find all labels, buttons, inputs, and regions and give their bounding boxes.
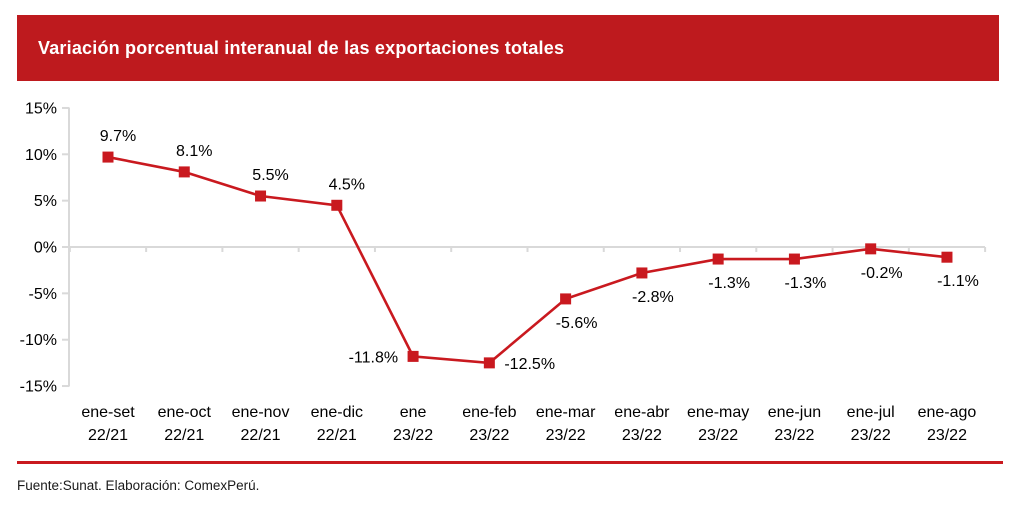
data-point-marker — [865, 243, 877, 255]
data-point-label: 5.5% — [252, 167, 288, 184]
y-axis-tick-label: 15% — [25, 100, 57, 117]
data-point-label: 9.7% — [100, 128, 136, 145]
x-axis-category-label: ene — [400, 404, 427, 421]
footer-divider — [17, 461, 1003, 464]
x-axis-category-label: ene-abr — [614, 404, 670, 421]
x-axis-category-label: ene-nov — [232, 404, 290, 421]
data-point-label: -12.5% — [504, 356, 555, 373]
x-axis-category-label: ene-feb — [462, 404, 516, 421]
x-axis-category-sublabel: 22/21 — [317, 427, 357, 444]
data-point-marker — [636, 267, 648, 279]
x-axis-category-label: ene-jul — [847, 404, 895, 421]
data-point-label: -11.8% — [349, 349, 399, 366]
x-axis-category-sublabel: 22/21 — [88, 427, 128, 444]
x-axis-category-label: ene-oct — [158, 404, 212, 421]
x-axis-category-sublabel: 22/21 — [241, 427, 281, 444]
x-axis-category-label: ene-ago — [918, 404, 977, 421]
data-point-label: -1.3% — [708, 275, 750, 292]
x-axis-category-label: ene-may — [687, 404, 749, 421]
x-axis-category-sublabel: 23/22 — [927, 427, 967, 444]
data-point-label: -2.8% — [632, 289, 674, 306]
data-point-marker — [941, 251, 953, 263]
data-point-label: -0.2% — [861, 265, 903, 282]
chart-title: Variación porcentual interanual de las e… — [38, 37, 565, 58]
trend-line — [107, 155, 948, 365]
data-point-label: -1.1% — [937, 273, 979, 290]
data-point-label: -5.6% — [556, 315, 598, 332]
data-point-marker — [560, 293, 572, 305]
y-axis-tick-label: 5% — [34, 193, 57, 210]
data-point-marker — [331, 199, 343, 211]
data-point-marker — [483, 357, 495, 369]
x-axis-category-sublabel: 23/22 — [469, 427, 509, 444]
x-axis-category-label: ene-jun — [768, 404, 821, 421]
x-axis-category-sublabel: 23/22 — [774, 427, 814, 444]
y-axis-tick-label: -15% — [20, 379, 57, 396]
x-axis-category-label: ene-mar — [536, 404, 596, 421]
data-point-marker — [178, 166, 190, 178]
x-axis-category-sublabel: 23/22 — [698, 427, 738, 444]
x-axis-category-sublabel: 23/22 — [546, 427, 586, 444]
y-axis-tick-label: -5% — [29, 286, 57, 303]
data-point-marker — [712, 253, 724, 265]
x-axis-category-label: ene-dic — [311, 404, 363, 421]
chart-title-bar: Variación porcentual interanual de las e… — [17, 15, 999, 81]
x-axis-category-sublabel: 22/21 — [164, 427, 204, 444]
data-point-label: -1.3% — [785, 275, 827, 292]
x-axis-category-sublabel: 23/22 — [393, 427, 433, 444]
x-axis-category-sublabel: 23/22 — [851, 427, 891, 444]
x-axis-category-sublabel: 23/22 — [622, 427, 662, 444]
data-point-marker — [407, 350, 419, 362]
y-axis-tick-label: -10% — [20, 332, 57, 349]
data-point-marker — [255, 190, 267, 202]
y-axis-tick-label: 10% — [25, 147, 57, 164]
data-point-marker — [788, 253, 800, 265]
x-axis-category-label: ene-set — [81, 404, 135, 421]
data-point-label: 4.5% — [329, 176, 365, 193]
y-axis-tick-label: 0% — [34, 240, 57, 257]
data-point-label: 8.1% — [176, 143, 212, 160]
source-note: Fuente:Sunat. Elaboración: ComexPerú. — [17, 478, 260, 493]
data-point-marker — [102, 151, 114, 163]
